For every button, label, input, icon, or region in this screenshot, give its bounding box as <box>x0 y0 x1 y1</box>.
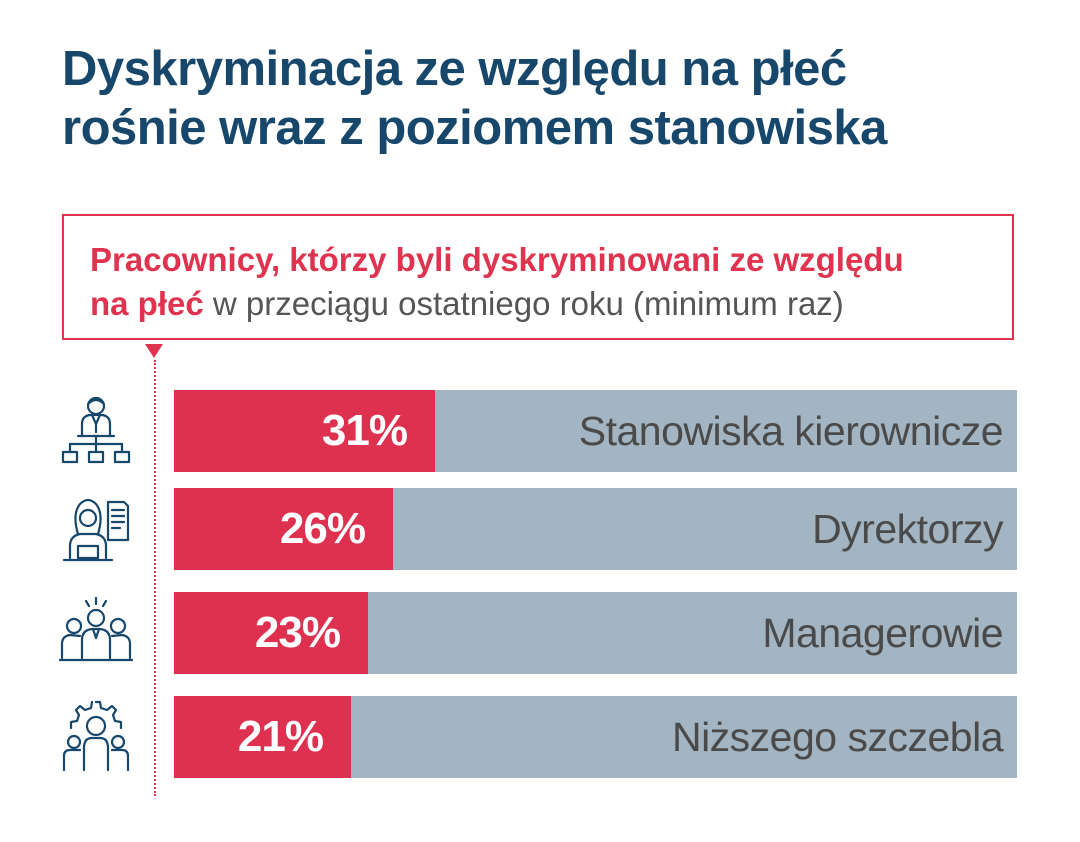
bar-3-value: 23% <box>254 608 341 657</box>
bar-row-1: 31% Stanowiska kierownicze <box>174 390 1017 472</box>
subtitle-box: Pracownicy, którzy byli dyskryminowani z… <box>62 214 1014 340</box>
subtitle-text: Pracownicy, którzy byli dyskryminowani z… <box>90 238 904 326</box>
chart-title-line2: rośnie wraz z poziomem stanowiska <box>62 101 887 155</box>
bar-4: 21% <box>174 696 351 778</box>
bar-1-category: Stanowiska kierownicze <box>578 408 1004 454</box>
bar-3-category: Managerowie <box>762 610 1003 656</box>
bar-row-2: 26% Dyrektorzy <box>174 488 1017 570</box>
bar-2: 26% <box>174 488 393 570</box>
chart-title: Dyskryminacja ze względu na płeć rośnie … <box>62 40 1052 158</box>
subtitle-bold-end: na płeć <box>90 285 204 322</box>
bar-2-category: Dyrektorzy <box>812 506 1003 552</box>
bar-4-value: 21% <box>237 712 324 761</box>
dotted-guide-line <box>154 360 156 796</box>
bar-3: 23% <box>174 592 368 674</box>
bar-row-3: 23% Managerowie <box>174 592 1017 674</box>
team-group-icon <box>58 596 134 672</box>
bar-row-4: 21% Niższego szczebla <box>174 696 1017 778</box>
bar-1: 31% <box>174 390 435 472</box>
bar-1-value: 31% <box>321 406 408 455</box>
subtitle-normal: w przeciągu ostatniego roku (minimum raz… <box>212 285 844 322</box>
bar-4-category: Niższego szczebla <box>671 714 1004 760</box>
woman-laptop-icon <box>58 494 134 570</box>
gear-people-icon <box>58 698 134 774</box>
org-chart-person-icon <box>58 394 134 470</box>
callout-pointer <box>145 344 163 358</box>
subtitle-bold-line: Pracownicy, którzy byli dyskryminowani z… <box>90 241 904 278</box>
bar-2-value: 26% <box>279 504 366 553</box>
chart-title-line1: Dyskryminacja ze względu na płeć <box>62 42 847 96</box>
